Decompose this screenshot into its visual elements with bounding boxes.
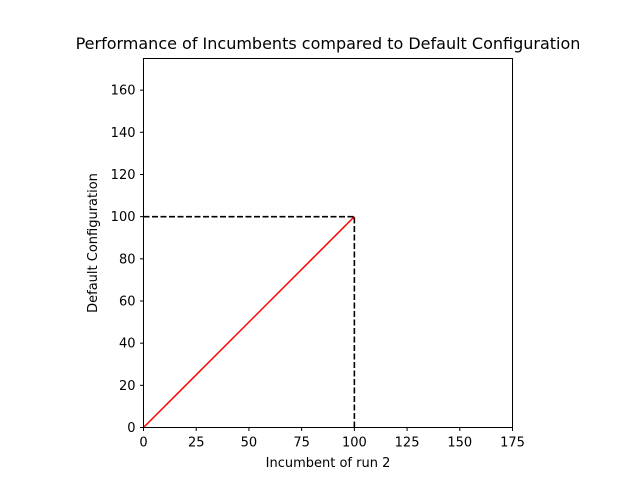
x-tick-label: 100 <box>342 436 367 451</box>
y-tick-label: 20 <box>119 379 136 394</box>
plot-area-frame <box>143 58 513 428</box>
x-tick-label: 125 <box>395 436 420 451</box>
y-tick-label: 100 <box>111 210 136 225</box>
y-tick-label: 40 <box>119 337 136 352</box>
x-axis-ticks: 0 25 50 75 100 125 150 175 <box>139 427 525 451</box>
x-tick-label: 50 <box>241 436 258 451</box>
x-axis-label: Incumbent of run 2 <box>266 456 391 471</box>
x-tick-label: 175 <box>500 436 525 451</box>
x-tick-label: 25 <box>188 436 205 451</box>
y-tick-label: 120 <box>111 168 136 183</box>
y-tick-label: 160 <box>111 84 136 99</box>
x-tick-label: 0 <box>139 436 147 451</box>
y-axis-ticks: 0 20 40 60 80 100 120 140 160 <box>111 84 144 436</box>
x-tick-label: 150 <box>447 436 472 451</box>
chart-title: Performance of Incumbents compared to De… <box>76 34 581 53</box>
y-axis-label: Default Configuration <box>86 173 101 313</box>
solid-line-0 <box>142 216 355 429</box>
y-tick-label: 60 <box>119 294 136 309</box>
series-layer <box>142 215 356 429</box>
y-tick-label: 140 <box>111 126 136 141</box>
y-tick-label: 80 <box>119 252 136 267</box>
x-tick-label: 75 <box>293 436 310 451</box>
y-tick-label: 0 <box>127 421 135 436</box>
